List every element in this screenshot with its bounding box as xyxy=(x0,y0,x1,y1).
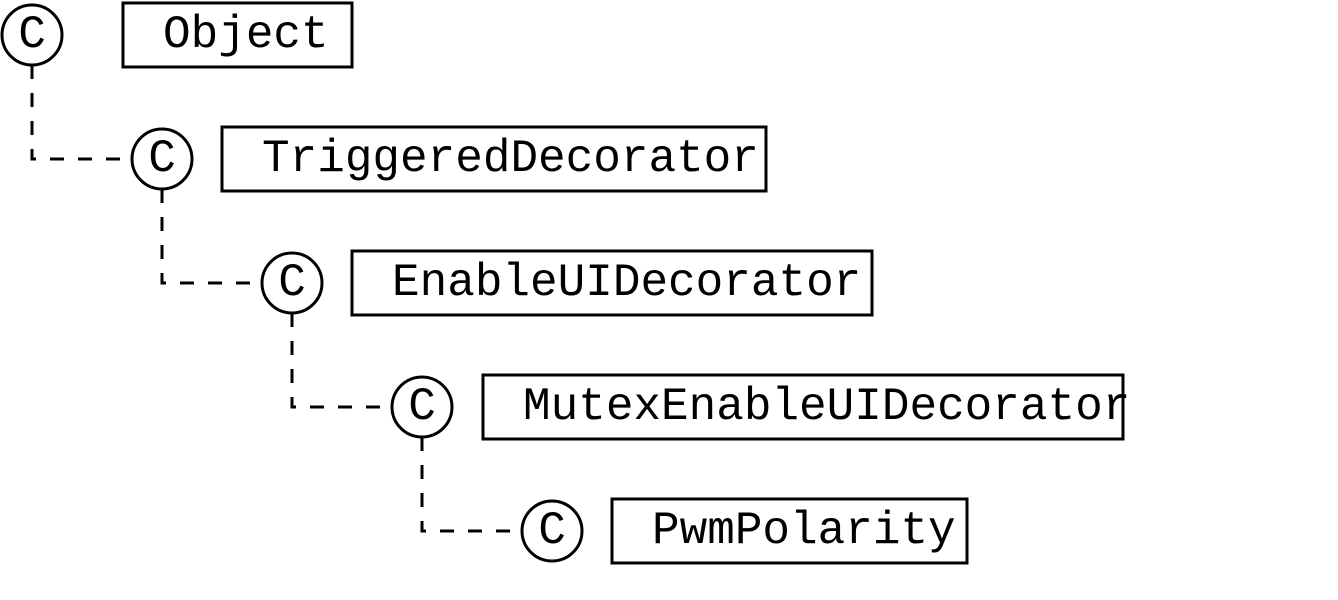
class-icon-letter: C xyxy=(18,9,46,61)
class-icon-letter: C xyxy=(408,381,436,433)
class-icon-letter: C xyxy=(148,133,176,185)
class-label: MutexEnableUIDecorator xyxy=(523,381,1130,433)
class-label: PwmPolarity xyxy=(652,505,956,557)
tree-node-object: C Object xyxy=(2,3,352,67)
tree-connector xyxy=(32,65,132,159)
class-hierarchy-tree: C Object C TriggeredDecorator C EnableUIDecor… xyxy=(0,0,1338,600)
class-icon-letter: C xyxy=(278,257,306,309)
tree-connector xyxy=(162,189,262,283)
class-label: EnableUIDecorator xyxy=(392,257,861,309)
class-label: Object xyxy=(163,9,329,61)
tree-connector xyxy=(292,313,392,407)
tree-node-pwm-polarity: C PwmPolarity xyxy=(522,499,967,563)
tree-node-enable-ui-decorator: C EnableUIDecorator xyxy=(262,251,872,315)
tree-node-mutex-enable-ui-decorator: C MutexEnableUIDecorator xyxy=(392,375,1130,439)
tree-node-triggered-decorator: C TriggeredDecorator xyxy=(132,127,766,191)
class-icon-letter: C xyxy=(538,505,566,557)
class-label: TriggeredDecorator xyxy=(262,133,759,185)
tree-connector xyxy=(422,437,522,531)
